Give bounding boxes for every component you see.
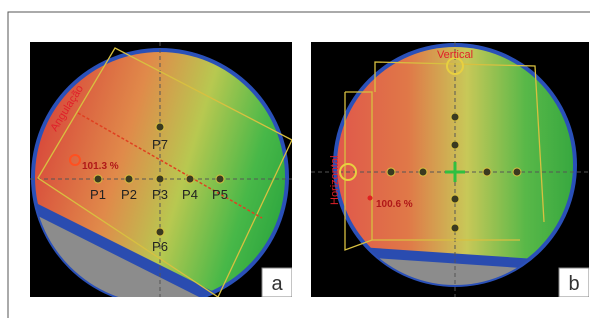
point-label: P2	[121, 187, 137, 202]
vertical-label: Vertical	[437, 49, 473, 61]
panel-b: Vertical Horizontal 100.6 % b	[311, 42, 589, 300]
point-label: P3	[152, 187, 168, 202]
dose-label: 101.3 %	[82, 161, 119, 172]
point-label: P1	[90, 187, 106, 202]
point-label: P5	[212, 187, 228, 202]
point-label: P7	[152, 137, 168, 152]
dose-label: 100.6 %	[376, 199, 413, 210]
point-label: P4	[182, 187, 198, 202]
panel-letter: b	[568, 273, 579, 295]
figure: Angulação 101.3 % P1 P2 P3 P4 P5 P6 P7 a	[0, 0, 598, 327]
panel-letter: a	[271, 273, 283, 295]
point-label: P6	[152, 239, 168, 254]
panel-a: Angulação 101.3 % P1 P2 P3 P4 P5 P6 P7 a	[30, 42, 292, 310]
horizontal-label: Horizontal	[329, 155, 341, 205]
